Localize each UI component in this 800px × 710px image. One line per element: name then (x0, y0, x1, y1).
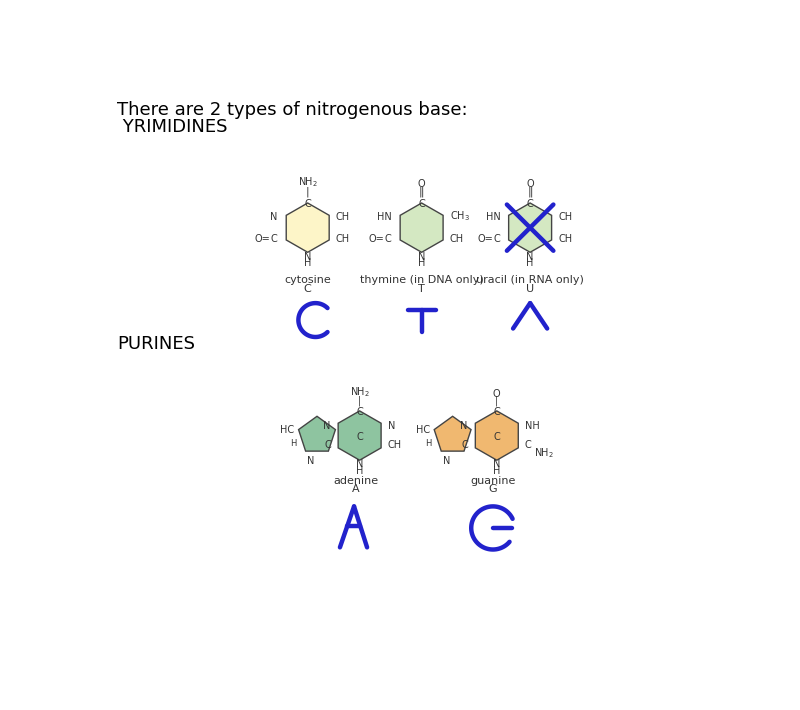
Text: HC: HC (416, 425, 430, 435)
Text: CH: CH (450, 234, 464, 244)
Text: C: C (356, 432, 363, 442)
Text: N: N (443, 457, 450, 466)
Text: CH: CH (387, 440, 402, 450)
Text: ‖: ‖ (419, 186, 424, 197)
Text: guanine: guanine (470, 476, 516, 486)
Text: HN: HN (486, 212, 501, 222)
Text: |: | (495, 395, 498, 406)
Text: A: A (352, 484, 359, 494)
Polygon shape (509, 203, 552, 252)
Text: N: N (323, 421, 330, 431)
Text: uracil (in RNA only): uracil (in RNA only) (476, 275, 584, 285)
Text: N: N (387, 421, 395, 431)
Text: N: N (356, 459, 363, 469)
Text: CH: CH (558, 212, 572, 222)
Text: H: H (356, 466, 363, 476)
Text: C: C (494, 432, 500, 442)
Polygon shape (400, 203, 443, 252)
Text: NH$_2$: NH$_2$ (534, 446, 554, 459)
Text: H: H (304, 258, 311, 268)
Text: C: C (270, 234, 278, 244)
Text: C: C (493, 234, 500, 244)
Polygon shape (298, 416, 335, 451)
Text: C: C (304, 199, 311, 209)
Text: C: C (385, 234, 391, 244)
Text: HN: HN (378, 212, 392, 222)
Text: N: N (304, 251, 311, 261)
Text: C: C (525, 440, 531, 450)
Text: CH: CH (336, 212, 350, 222)
Text: cytosine: cytosine (284, 275, 331, 285)
Text: CH: CH (336, 234, 350, 244)
Text: There are 2 types of nitrogenous base:: There are 2 types of nitrogenous base: (117, 101, 468, 119)
Text: N: N (418, 251, 426, 261)
Text: H: H (290, 439, 296, 449)
Text: C: C (526, 199, 534, 209)
Text: O=: O= (369, 234, 385, 244)
Text: T: T (418, 284, 425, 294)
Text: O: O (526, 179, 534, 189)
Text: ‖: ‖ (527, 186, 533, 197)
Polygon shape (475, 411, 518, 460)
Text: G: G (489, 484, 498, 494)
Text: N: N (307, 457, 315, 466)
Polygon shape (434, 416, 471, 451)
Text: N: N (526, 251, 534, 261)
Text: C: C (494, 407, 500, 417)
Polygon shape (286, 203, 329, 252)
Text: C: C (304, 284, 311, 294)
Text: N: N (460, 421, 467, 431)
Text: C: C (356, 407, 363, 417)
Text: YRIMIDINES: YRIMIDINES (117, 118, 227, 136)
Text: N: N (493, 459, 501, 469)
Text: H: H (493, 466, 501, 476)
Text: U: U (526, 284, 534, 294)
Text: |: | (358, 395, 362, 406)
Text: H: H (426, 439, 432, 449)
Text: thymine (in DNA only): thymine (in DNA only) (360, 275, 483, 285)
Text: adenine: adenine (333, 476, 378, 486)
Text: N: N (270, 212, 278, 222)
Text: CH$_3$: CH$_3$ (450, 209, 470, 224)
Text: C: C (462, 440, 468, 450)
Text: C: C (418, 199, 425, 209)
Text: O: O (493, 388, 501, 398)
Text: HC: HC (280, 425, 294, 435)
Text: C: C (324, 440, 331, 450)
Text: O=: O= (477, 234, 493, 244)
Text: PURINES: PURINES (117, 335, 195, 354)
Text: NH$_2$: NH$_2$ (298, 175, 318, 189)
Text: |: | (306, 186, 310, 197)
Text: H: H (418, 258, 426, 268)
Polygon shape (338, 411, 381, 460)
Text: NH$_2$: NH$_2$ (350, 385, 370, 398)
Text: CH: CH (558, 234, 572, 244)
Text: NH: NH (525, 421, 539, 431)
Text: O=: O= (254, 234, 270, 244)
Text: O: O (418, 179, 426, 189)
Text: H: H (526, 258, 534, 268)
